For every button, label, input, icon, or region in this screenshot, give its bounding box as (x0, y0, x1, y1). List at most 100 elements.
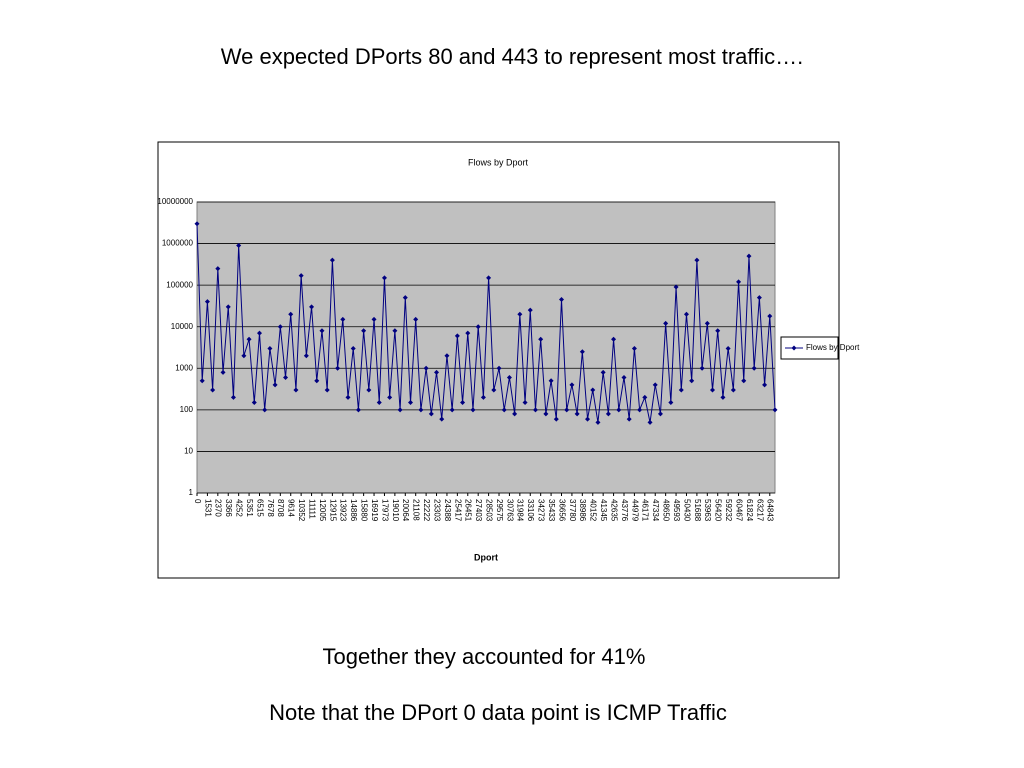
x-tick-label: 20064 (401, 499, 410, 522)
data-point (460, 400, 466, 406)
x-tick-label: 11111 (307, 499, 316, 519)
data-point (199, 378, 205, 384)
data-point (673, 284, 679, 290)
data-point (454, 333, 460, 339)
x-tick-label: 42635 (609, 499, 618, 522)
note-text: Together they accounted for 41% (322, 644, 646, 669)
data-point (736, 279, 742, 285)
x-tick-label: 26451 (464, 499, 473, 522)
data-point (298, 273, 304, 279)
data-point (309, 304, 315, 310)
data-point (683, 311, 689, 317)
data-point (532, 407, 538, 413)
data-point (371, 316, 377, 322)
data-point (574, 411, 580, 417)
data-point (569, 382, 575, 388)
x-tick-label: 2370 (214, 499, 223, 517)
data-point (746, 253, 752, 259)
data-point (767, 313, 773, 319)
data-point (335, 365, 341, 371)
data-point (251, 400, 257, 406)
x-tick-label: 44979 (630, 499, 639, 522)
x-tick-label: 59232 (724, 499, 733, 522)
x-tick-label: 15880 (360, 499, 369, 522)
x-tick-label: 24388 (443, 499, 452, 522)
x-tick-label: 4252 (235, 499, 244, 517)
data-point (246, 336, 252, 342)
data-point (314, 378, 320, 384)
data-point (590, 387, 596, 393)
data-point (642, 394, 648, 400)
x-tick-label: 7678 (266, 499, 275, 517)
data-point (236, 242, 242, 248)
data-point (647, 419, 653, 425)
data-point (303, 353, 309, 359)
x-tick-label: 63217 (755, 499, 764, 522)
x-tick-label: 35433 (547, 499, 556, 522)
data-point (762, 382, 768, 388)
data-point (501, 407, 507, 413)
data-point (652, 382, 658, 388)
data-point (756, 295, 762, 301)
x-tick-label: 22222 (422, 499, 431, 522)
data-point (585, 416, 591, 422)
data-point (319, 328, 325, 334)
x-tick-label: 34273 (537, 499, 546, 522)
data-point (496, 365, 502, 371)
y-tick-label: 100 (180, 405, 194, 414)
y-tick-label: 1 (189, 488, 194, 497)
data-point (413, 316, 419, 322)
data-point (444, 353, 450, 359)
data-point (465, 330, 471, 336)
data-point (579, 349, 585, 355)
y-tick-label: 1000000 (162, 239, 194, 248)
data-point (730, 387, 736, 393)
data-point (522, 400, 528, 406)
data-point (256, 330, 262, 336)
data-point (434, 369, 440, 375)
data-point (611, 336, 617, 342)
data-point (449, 407, 455, 413)
y-tick-label: 100000 (166, 280, 193, 289)
data-point (329, 257, 335, 263)
data-point (605, 411, 611, 417)
data-point (668, 400, 674, 406)
x-tick-label: 17973 (380, 499, 389, 522)
data-point (407, 400, 413, 406)
data-point (631, 345, 637, 351)
data-point (220, 369, 226, 375)
data-point (725, 345, 731, 351)
x-tick-label: 19010 (391, 499, 400, 522)
x-tick-label: 16919 (370, 499, 379, 522)
data-point (715, 328, 721, 334)
data-point (340, 316, 346, 322)
data-point (418, 407, 424, 413)
data-point (194, 221, 200, 227)
data-point (699, 365, 705, 371)
data-point (267, 345, 273, 351)
data-line (196, 223, 776, 423)
data-point (543, 411, 549, 417)
y-tick-label: 10000 (171, 322, 194, 331)
data-point (439, 416, 445, 422)
data-point (657, 411, 663, 417)
x-tick-label: 14886 (349, 499, 358, 522)
data-point (694, 257, 700, 263)
data-point (720, 394, 726, 400)
data-point (366, 387, 372, 393)
x-tick-label: 5351 (245, 499, 254, 517)
x-tick-label: 12915 (328, 499, 337, 522)
x-tick-label: 21108 (412, 499, 421, 521)
data-point (283, 375, 289, 381)
data-point (491, 387, 497, 393)
data-point (710, 387, 716, 393)
data-point (402, 295, 408, 301)
data-point (559, 297, 565, 303)
x-tick-label: 51688 (693, 499, 702, 522)
x-tick-label: 12005 (318, 499, 327, 522)
chart-title: Flows by Dport (468, 157, 529, 167)
data-point (288, 311, 294, 317)
x-tick-label: 9614 (287, 499, 296, 517)
